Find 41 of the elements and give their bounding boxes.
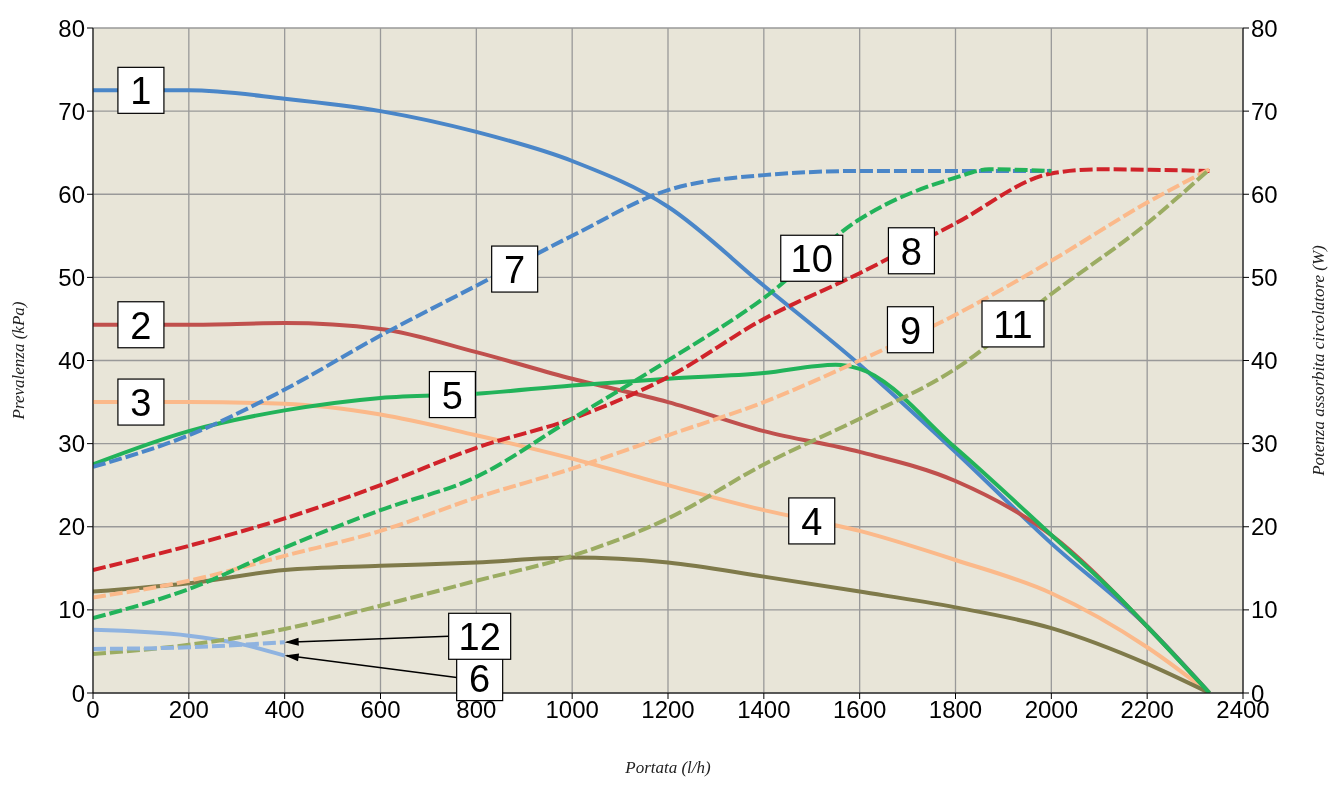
- y2-tick-label: 30: [1251, 430, 1278, 458]
- y-tick-label: 30: [58, 430, 85, 458]
- y-tick-label: 10: [58, 596, 85, 624]
- annotation: 12: [458, 616, 501, 659]
- y-tick-label: 20: [58, 513, 85, 541]
- annotation: 4: [801, 500, 823, 543]
- x-tick-label: 2000: [1024, 696, 1079, 724]
- x-tick-label: 1000: [545, 696, 599, 724]
- y2-tick-label: 40: [1251, 347, 1278, 375]
- y-tick-label: 80: [58, 14, 85, 42]
- annotation: 7: [504, 249, 526, 292]
- x-tick-label: 600: [360, 696, 401, 724]
- annotation: 9: [899, 309, 922, 352]
- y2-tick-label: 60: [1251, 180, 1278, 208]
- x-tick-label: 400: [264, 696, 305, 724]
- x-tick-label: 1200: [641, 696, 695, 724]
- y-tick-label: 0: [71, 679, 85, 707]
- y2-tick-label: 10: [1251, 596, 1278, 624]
- annotation: 2: [130, 304, 152, 347]
- y-tick-label: 60: [58, 180, 85, 208]
- x-tick-label: 1400: [737, 696, 791, 724]
- y2-tick-label: 50: [1251, 263, 1278, 291]
- y-tick-label: 50: [58, 263, 85, 291]
- x-tick-label: 1800: [928, 696, 983, 724]
- y-tick-label: 40: [58, 347, 85, 375]
- y-axis-title: Prevalenza (kPa): [9, 301, 29, 421]
- y2-axis-title: Potenza assorbita circolatore (W): [1309, 244, 1329, 477]
- y-tick-label: 70: [58, 97, 85, 125]
- x-tick-label: 1600: [832, 696, 887, 724]
- annotation: 8: [900, 230, 922, 273]
- x-tick-label: 2200: [1120, 696, 1174, 724]
- x-axis-title: Portata (l/h): [624, 758, 712, 777]
- y2-tick-label: 70: [1251, 97, 1278, 125]
- y2-tick-label: 20: [1251, 513, 1278, 541]
- annotation: 10: [790, 238, 833, 281]
- x-tick-label: 200: [168, 696, 209, 724]
- annotation: 3: [130, 382, 152, 425]
- annotation: 5: [441, 374, 463, 417]
- y2-tick-label: 80: [1251, 14, 1278, 42]
- annotation: 1: [130, 70, 152, 113]
- annotation: 11: [993, 303, 1033, 346]
